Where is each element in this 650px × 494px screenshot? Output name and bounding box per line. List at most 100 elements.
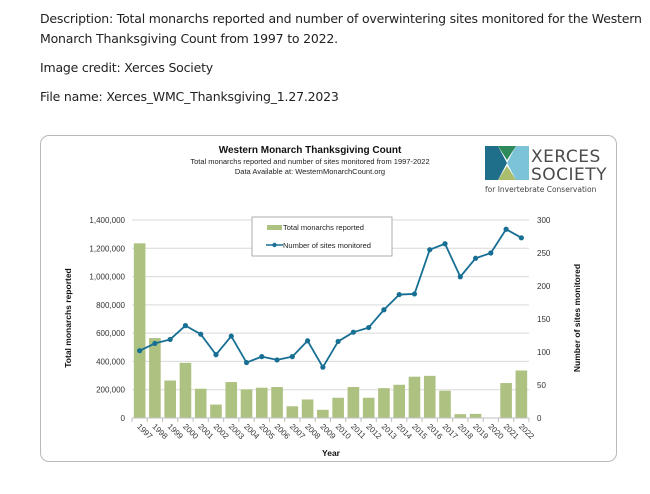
y-tick-label: 1,200,000 <box>89 244 125 253</box>
bar <box>149 338 161 418</box>
line-point <box>411 291 418 297</box>
xerces-x-mark-icon <box>485 146 529 180</box>
bar <box>362 397 375 418</box>
line-point <box>442 241 448 247</box>
x-tick-label: 2018 <box>456 422 475 441</box>
x-tick-label: 2016 <box>425 422 444 441</box>
bar-series <box>133 243 528 418</box>
y2-tick-label: 50 <box>537 381 546 390</box>
line-point <box>259 354 265 360</box>
description-line-2: Monarch Thanksgiving Count from 1997 to … <box>40 31 338 46</box>
line-point <box>243 359 250 366</box>
y-tick-label: 200,000 <box>96 386 125 395</box>
line-point <box>274 357 280 363</box>
x-tick-label: 2000 <box>181 422 200 441</box>
x-tick-label: 2011 <box>349 422 368 441</box>
x-axis-label: Year <box>322 448 341 458</box>
legend-label-sites: Number of sites monitored <box>283 241 371 250</box>
x-tick-label: 1999 <box>166 422 185 441</box>
logo-text-xerces: XERCES <box>531 147 601 167</box>
legend-marker-icon <box>272 242 277 248</box>
bar <box>194 388 207 418</box>
y-tick-label: 1,000,000 <box>89 273 125 282</box>
right-axis-ticks: 0 50 100 150 200 250 300 <box>537 216 551 423</box>
line-point <box>381 307 387 313</box>
bar <box>301 399 314 418</box>
chart-title: Western Monarch Thanksgiving Count <box>219 145 402 156</box>
x-tick-label: 2009 <box>318 422 337 441</box>
bar <box>286 406 299 418</box>
bar <box>271 387 283 418</box>
y2-axis-label: Number of sites monitored <box>572 264 582 372</box>
y-tick-label: 600,000 <box>96 329 125 338</box>
line-point <box>182 323 189 329</box>
bar <box>332 397 344 418</box>
x-tick-label: 2006 <box>273 422 292 441</box>
line-point <box>198 331 204 337</box>
line-point <box>350 329 357 335</box>
x-tick-label: 1997 <box>135 422 154 441</box>
y-tick-label: 800,000 <box>96 301 125 310</box>
x-tick-label: 2017 <box>441 422 460 441</box>
bar <box>439 390 451 418</box>
line-point <box>228 333 234 339</box>
y2-tick-label: 200 <box>537 282 551 291</box>
bar <box>133 243 146 418</box>
line-point <box>167 336 173 343</box>
line-point <box>335 338 341 345</box>
bar <box>255 387 268 418</box>
y2-tick-label: 0 <box>537 414 542 423</box>
x-tick-label: 2020 <box>486 422 505 441</box>
x-tick-label: 2022 <box>517 422 536 441</box>
y2-tick-label: 100 <box>537 348 551 357</box>
y-tick-label: 0 <box>121 414 126 423</box>
x-tick-label: 2014 <box>395 422 414 441</box>
axes <box>131 417 530 422</box>
x-tick-label: 2015 <box>410 422 429 441</box>
bar <box>240 389 253 418</box>
bar <box>454 414 467 418</box>
y2-tick-label: 250 <box>537 249 551 258</box>
xerces-logo: XERCES SOCIETY for Invertebrate Conserva… <box>485 146 607 194</box>
y-tick-label: 1,400,000 <box>89 216 125 225</box>
bar <box>515 370 528 418</box>
legend-label-monarchs: Total monarchs reported <box>283 223 364 232</box>
y-axis-label: Total monarchs reported <box>63 268 73 368</box>
legend-bar-swatch <box>267 225 282 230</box>
line-point <box>457 274 463 280</box>
line-point <box>152 340 158 347</box>
x-tick-label: 2010 <box>334 422 353 441</box>
x-tick-label: 2004 <box>242 422 261 441</box>
bar <box>469 413 482 418</box>
y2-tick-label: 300 <box>537 216 551 225</box>
logo-text-society: SOCIETY <box>531 165 607 185</box>
bar <box>423 375 436 418</box>
x-tick-label: 2021 <box>502 422 521 441</box>
line-point <box>289 354 295 360</box>
image-credit: Image credit: Xerces Society <box>40 60 213 75</box>
bar <box>500 383 512 418</box>
line-point <box>137 348 143 354</box>
line-point <box>213 352 219 358</box>
bar <box>317 409 329 418</box>
x-tick-label: 2013 <box>380 422 399 441</box>
line-point <box>366 324 372 331</box>
x-tick-label: 1998 <box>150 422 169 441</box>
x-axis-ticks: 1997199819992000200120022003200420052006… <box>135 422 536 441</box>
x-tick-label: 2019 <box>471 422 490 441</box>
x-tick-label: 2007 <box>288 422 307 441</box>
line-point <box>518 235 524 241</box>
bar <box>164 380 176 418</box>
bar <box>408 376 421 418</box>
line-point <box>396 291 402 298</box>
left-axis-ticks: 0 200,000 400,000 600,000 800,000 1,000,000 1,… <box>89 216 125 423</box>
line-point <box>427 247 433 253</box>
x-tick-label: 2001 <box>196 422 215 441</box>
bar <box>179 362 192 418</box>
bar <box>393 384 406 418</box>
x-tick-label: 2005 <box>257 422 276 441</box>
x-tick-label: 2008 <box>303 422 322 441</box>
line-series <box>137 226 524 370</box>
line-point <box>472 255 479 261</box>
chart-subtitle: Total monarchs reported and number of si… <box>190 157 429 166</box>
